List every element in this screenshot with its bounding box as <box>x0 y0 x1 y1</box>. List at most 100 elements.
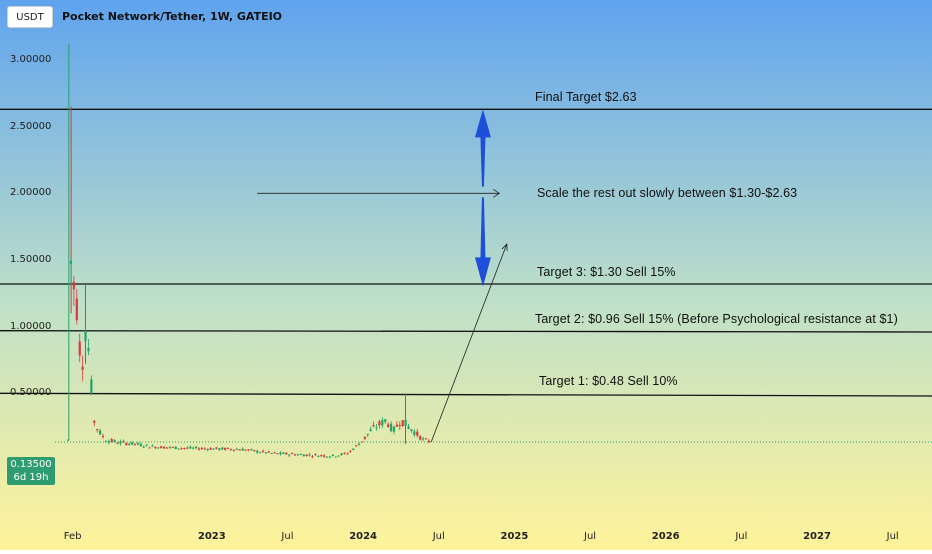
symbol-button[interactable]: USDT <box>7 6 53 28</box>
candle-body <box>375 427 378 429</box>
candle-body <box>87 347 90 352</box>
candle-body <box>340 453 343 456</box>
candle-body <box>203 448 206 450</box>
candle-body <box>421 438 425 440</box>
candle-body <box>136 442 140 445</box>
candle-body <box>256 450 259 453</box>
candle-body <box>163 446 166 449</box>
candle-body <box>221 447 224 450</box>
candle-body <box>183 447 186 449</box>
candle-body <box>93 420 96 423</box>
candle-body <box>174 446 177 450</box>
target-level-label: Target 3: $1.30 Sell 15% <box>537 265 676 279</box>
candle-body <box>157 447 160 449</box>
candle-body <box>285 452 288 455</box>
candle-body <box>401 420 404 427</box>
y-tick-label: 2.50000 <box>10 120 52 132</box>
candle-body <box>410 429 413 432</box>
candle-body <box>200 447 204 449</box>
x-tick-label: Jul <box>735 531 748 542</box>
candle-body <box>139 443 142 447</box>
candle-body <box>293 454 297 456</box>
candle-body <box>311 456 314 458</box>
candle-body <box>384 419 387 422</box>
candle-body <box>232 449 236 451</box>
candle-body <box>98 430 102 435</box>
candle-body <box>227 447 230 449</box>
x-tick-label: 2023 <box>197 531 226 542</box>
candle-body <box>148 447 151 449</box>
candle-body <box>320 455 323 457</box>
target-level-label: Final Target $2.63 <box>535 90 637 105</box>
x-tick-label: Jul <box>281 531 294 542</box>
candle-body <box>392 426 396 432</box>
candle-body <box>224 447 227 450</box>
candle-body <box>407 426 410 429</box>
candle-body <box>107 440 110 443</box>
candle-body <box>381 419 384 426</box>
candle-body <box>130 441 134 445</box>
candle-body <box>104 441 108 443</box>
candle-body <box>314 454 317 456</box>
x-tick-label: 2026 <box>651 531 680 542</box>
candle-body <box>328 456 332 458</box>
chart-title: Pocket Network/Tether, 1W, GATEIO <box>62 10 283 23</box>
target-level-line <box>0 330 932 333</box>
candle-body <box>195 446 198 449</box>
candle-body <box>75 298 78 321</box>
candle-body <box>101 435 105 437</box>
y-tick-label: 1.00000 <box>10 320 52 332</box>
candle-body <box>357 443 361 446</box>
candle-body <box>116 443 119 445</box>
x-tick-label: 2025 <box>500 531 529 542</box>
bar-countdown: 6d 19h <box>13 472 49 483</box>
candle-body <box>261 450 265 452</box>
candle-body <box>215 447 218 449</box>
candle-body <box>113 440 116 442</box>
candle-body <box>337 455 340 457</box>
candle-body <box>282 452 285 454</box>
candle-body <box>387 424 390 427</box>
y-tick-label: 2.00000 <box>10 187 52 199</box>
x-tick-label: Jul <box>584 531 597 542</box>
y-tick-label: 1.50000 <box>10 254 52 265</box>
candle-body <box>66 439 70 441</box>
current-price-value: 0.13500 <box>10 459 52 470</box>
candle-body <box>168 446 172 448</box>
target-level-label: Target 2: $0.96 Sell 15% (Before Psychol… <box>535 311 898 326</box>
candle-body <box>171 446 174 448</box>
candle-body <box>299 454 302 456</box>
candle-body <box>427 440 430 443</box>
candle-body <box>334 456 337 458</box>
candle-body <box>218 448 221 450</box>
candle-body <box>323 455 326 457</box>
candle-body <box>291 453 294 455</box>
candle-body <box>110 438 113 442</box>
candle-body <box>424 438 428 440</box>
candle-body <box>352 448 355 450</box>
candle-body <box>413 431 416 435</box>
scale-out-arrowhead <box>493 189 501 198</box>
candle-body <box>119 441 122 444</box>
candle-body <box>78 341 81 356</box>
candle-body <box>273 452 276 454</box>
candle-body <box>244 449 247 451</box>
candle-body <box>343 452 346 454</box>
candle-body <box>154 446 157 449</box>
candle-body <box>308 454 311 456</box>
x-tick-label: 2024 <box>349 531 378 542</box>
candle-body <box>229 449 233 451</box>
down-arrow <box>474 197 491 287</box>
candle-body <box>325 456 329 458</box>
candle-body <box>142 446 145 448</box>
candle-body <box>81 366 84 370</box>
candle-body <box>419 435 422 440</box>
candle-body <box>165 447 169 449</box>
candle-body <box>416 431 419 436</box>
candle-body <box>145 444 148 446</box>
candle-body <box>270 453 273 455</box>
candle-body <box>369 429 372 432</box>
candle-body <box>395 424 398 427</box>
